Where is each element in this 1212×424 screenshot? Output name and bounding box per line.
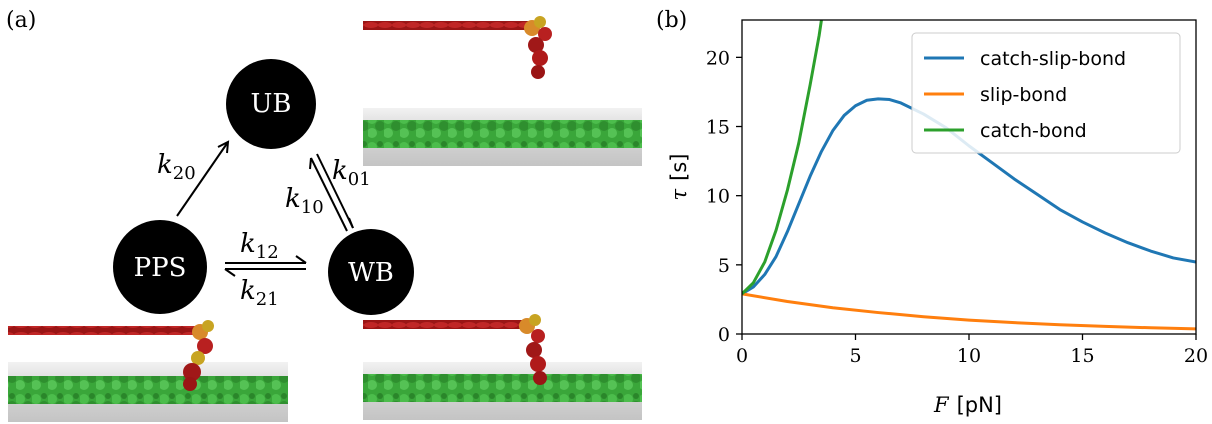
x-tick-label: 0 <box>736 345 748 367</box>
x-ticks: 0 5 10 15 20 <box>736 334 1208 367</box>
myosin-tail <box>363 21 528 30</box>
state-wb: WB <box>328 229 414 315</box>
rate-k12: k12 <box>240 229 279 263</box>
myosin-head <box>524 16 552 79</box>
panel-a-label: (a) <box>6 8 37 33</box>
state-pps-label: PPS <box>134 253 187 283</box>
legend-items: catch-slip-bond slip-bond catch-bond <box>924 48 1126 142</box>
x-axis-label: F [pN] <box>933 393 1002 417</box>
y-axis-label: τ[s] <box>667 154 691 201</box>
actin-filament <box>363 120 642 148</box>
rate-k10: k10 <box>285 184 324 218</box>
arrow-k20 <box>176 140 230 217</box>
myosin-tail <box>363 320 523 329</box>
state-ub-label: UB <box>250 89 291 119</box>
rate-k01: k01 <box>332 156 371 190</box>
illustration-wb <box>363 314 642 420</box>
actin-filament <box>8 376 288 404</box>
series-line-catch-bond <box>742 20 823 295</box>
panel-b-label: (b) <box>656 8 688 33</box>
legend-box <box>911 32 1181 154</box>
arrow-k12 <box>225 255 307 264</box>
x-tick-label: 5 <box>849 345 861 367</box>
lifetime-chart: 0 5 10 15 20 0 5 10 15 20 F [pN] τ[s] catch-slip-… <box>667 19 1208 417</box>
arrow-k21 <box>224 268 306 277</box>
myosin-tail <box>8 326 196 335</box>
actin-filament <box>363 374 642 402</box>
state-ub: UB <box>226 59 316 149</box>
illustration-pps <box>8 320 288 422</box>
x-tick-label: 20 <box>1184 345 1208 367</box>
rate-k21: k21 <box>240 276 279 310</box>
y-tick-label: 5 <box>718 255 730 277</box>
state-pps: PPS <box>113 220 207 314</box>
arrow-k10 <box>309 157 348 232</box>
illustration-ub <box>363 16 642 166</box>
myosin-head <box>519 314 547 385</box>
series-line-catch-slip-bond <box>742 97 1196 296</box>
y-tick-label: 15 <box>706 117 730 139</box>
legend-label-catch-bond: catch-bond <box>980 120 1087 142</box>
state-diagram: UB PPS WB <box>8 16 642 422</box>
legend-label-slip-bond: slip-bond <box>980 84 1067 106</box>
y-ticks: 0 5 10 15 20 <box>706 47 742 346</box>
y-tick-label: 0 <box>718 324 730 346</box>
state-wb-label: WB <box>348 258 394 288</box>
y-tick-label: 10 <box>706 186 730 208</box>
x-tick-label: 10 <box>957 345 981 367</box>
arrow-k01 <box>316 153 354 229</box>
x-tick-label: 15 <box>1070 345 1094 367</box>
plot-lines <box>742 20 1196 331</box>
legend: catch-slip-bond slip-bond catch-bond <box>911 32 1181 154</box>
y-tick-label: 20 <box>706 47 730 69</box>
rate-k20: k20 <box>157 150 196 184</box>
myosin-head <box>183 320 214 391</box>
legend-label-catch-slip-bond: catch-slip-bond <box>980 48 1126 70</box>
series-line-slip-bond <box>742 292 1196 331</box>
